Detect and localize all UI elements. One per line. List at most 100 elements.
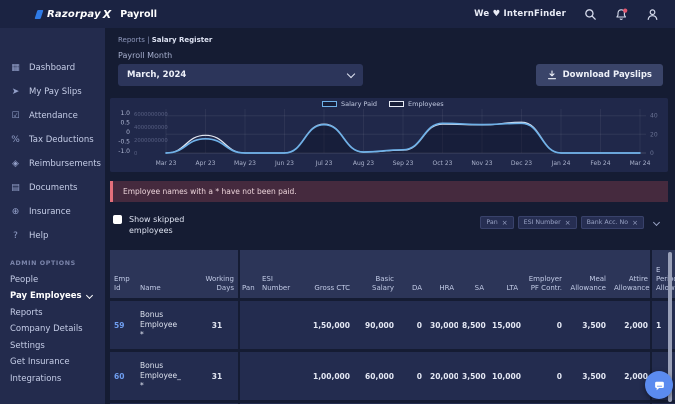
x-axis-label: Apr 23 [196, 160, 216, 167]
x-axis-label: Mar 23 [156, 160, 177, 167]
sidebar-item-insurance[interactable]: ⊕ Insurance [0, 200, 105, 224]
search-icon[interactable] [584, 8, 597, 21]
download-payslips-label: Download Payslips [562, 70, 652, 80]
x-axis-label: May 23 [234, 160, 256, 167]
chevron-down-icon [652, 218, 660, 226]
sidebar-item-label: Settings [10, 340, 45, 351]
filter-chip-bank-acc-no[interactable]: Bank Acc. No × [580, 216, 644, 229]
x-axis-label: Jul 23 [315, 160, 333, 167]
filter-chip-label: Bank Acc. No [586, 219, 629, 226]
admin-options-label: ADMIN OPTIONS [10, 260, 76, 267]
employee-id-link[interactable]: 59 [114, 320, 125, 330]
sidebar-item-tax-deductions[interactable]: % Tax Deductions [0, 128, 105, 152]
chart-legend: Salary Paid Employees [322, 100, 444, 108]
column-header-pan: Pan [242, 283, 255, 292]
filter-chip-esi-number[interactable]: ESI Number × [517, 216, 577, 229]
filter-chip-label: ESI Number [523, 219, 561, 226]
checkbox-box[interactable] [113, 215, 122, 224]
x-axis-label: Feb 24 [590, 160, 610, 167]
remove-chip-icon[interactable]: × [501, 218, 508, 227]
column-header-lta: LTA [506, 283, 518, 292]
x-axis-label: Jun 23 [274, 160, 294, 167]
download-payslips-button[interactable]: Download Payslips [535, 64, 663, 86]
chat-bubble-icon [654, 381, 664, 390]
sidebar-item-label: Integrations [10, 373, 62, 384]
payroll-month-label: Payroll Month [118, 51, 173, 60]
salary-axis-tick: 2000000000 [134, 138, 168, 144]
brand-x-text: X [102, 7, 112, 21]
legend-label: Salary Paid [341, 100, 378, 108]
table-cell-employer-pf-contr: 0 [556, 371, 562, 381]
show-skipped-checkbox[interactable]: Show skipped employees [113, 214, 185, 236]
salary-trend-chart: Salary Paid Employees 40 20 0 1.0 0.5 0 -0.5 -1.… [110, 98, 668, 172]
sidebar-item-company-details[interactable]: Company Details [0, 322, 105, 339]
sidebar-item-dashboard[interactable]: ▦ Dashboard [0, 56, 105, 80]
legend-swatch [322, 101, 337, 107]
alert-text: Employee names with a * have not been pa… [123, 187, 297, 196]
payslips-icon: ➤ [11, 87, 20, 97]
salary-paid-area [166, 123, 640, 153]
x-axis-label: Jan 24 [551, 160, 571, 167]
sidebar-item-reports[interactable]: Reports [0, 305, 105, 322]
filter-chip-pan[interactable]: Pan × [480, 216, 514, 229]
sidebar-item-label: Help [29, 231, 49, 241]
notifications-bell-icon[interactable] [615, 8, 628, 21]
employee-id-link[interactable]: 60 [114, 371, 125, 381]
chevron-down-icon [346, 69, 356, 79]
chat-widget-button[interactable] [645, 371, 673, 399]
breadcrumb: Reports | Salary Register [118, 36, 212, 44]
sidebar-item-people[interactable]: People [0, 272, 105, 289]
sidebar-item-my-pay-slips[interactable]: ➤ My Pay Slips [0, 80, 105, 104]
sidebar-item-integrations[interactable]: Integrations [0, 371, 105, 388]
chevron-down-icon [85, 292, 93, 300]
sidebar: ▦ Dashboard ➤ My Pay Slips ☑ Attendance% Tax D… [0, 28, 105, 404]
product-name: Payroll [120, 8, 158, 20]
chart-plot-area: 40 20 0 1.0 0.5 0 -0.5 -1.0 6000000000 4000000000… [110, 105, 668, 171]
remove-chip-icon[interactable]: × [632, 218, 638, 227]
column-header-attire-allowance: Attire Allowance [614, 274, 650, 292]
dashboard-icon: ▦ [11, 63, 20, 73]
top-navbar: Razorpay X Payroll We ♥ InternFinder [0, 0, 675, 28]
table-cell-attire-allowance: 2,000 [624, 320, 648, 330]
sidebar-item-attendance[interactable]: ☑ Attendance [0, 104, 105, 128]
right-axis-tick: 40 [650, 113, 658, 120]
checkbox-label: Show skipped employees [129, 215, 185, 235]
legend-item-employees[interactable]: Employees [389, 100, 444, 108]
help-icon: ? [13, 231, 18, 241]
column-header-sa: SA [474, 283, 484, 292]
user-profile-icon[interactable] [646, 8, 659, 21]
table-row: 59 Bonus Employee * 31 1,50,000 90,000 0 30,00… [110, 301, 675, 352]
column-header-e-periodic: E Periodic Allowance [656, 265, 675, 292]
tax-deductions-icon: % [11, 135, 20, 145]
table-cell-basic-salary: 60,000 [365, 371, 394, 381]
breadcrumb-current: Salary Register [151, 36, 213, 44]
razorpayx-payroll-logo[interactable]: Razorpay X Payroll [34, 7, 158, 21]
payroll-month-select[interactable]: March, 2024 [118, 64, 363, 86]
column-divider [238, 250, 240, 404]
x-axis-label: Dec 23 [511, 160, 532, 167]
filters-expand-button[interactable] [650, 218, 662, 228]
table-cell-attire-allowance: 2,000 [624, 371, 648, 381]
table-header-row: Emp Id Name Working Days Pan ESI Number Gross… [110, 250, 675, 301]
sidebar-item-help[interactable]: ? Help [0, 224, 105, 248]
column-header-name: Name [140, 283, 161, 292]
remove-chip-icon[interactable]: × [564, 218, 571, 227]
table-cell-meal-allowance: 3,500 [582, 371, 606, 381]
sidebar-item-reimbursements[interactable]: ◈ Reimbursements [0, 152, 105, 176]
vertical-scrollbar[interactable] [668, 252, 672, 402]
table-cell-e: 1 [656, 320, 662, 330]
x-axis-label: Sep 23 [393, 160, 414, 167]
right-axis-tick: 20 [650, 131, 658, 138]
filter-chips: Pan × ESI Number × Bank Acc. No × [476, 216, 644, 229]
sidebar-item-pay-employees[interactable]: Pay Employees [0, 289, 105, 306]
razorpay-logo-icon [34, 9, 44, 19]
sidebar-item-settings[interactable]: Settings [0, 338, 105, 355]
legend-item-salary-paid[interactable]: Salary Paid [322, 100, 377, 108]
employee-name-text: Bonus Employee_ * [140, 360, 181, 391]
sidebar-item-get-insurance[interactable]: Get Insurance [0, 355, 105, 372]
x-axis-label: Aug 23 [353, 160, 374, 167]
breadcrumb-reports[interactable]: Reports [118, 36, 145, 44]
sidebar-item-documents[interactable]: ▤ Documents [0, 176, 105, 200]
left-axis-tick: 0.5 [120, 120, 130, 127]
